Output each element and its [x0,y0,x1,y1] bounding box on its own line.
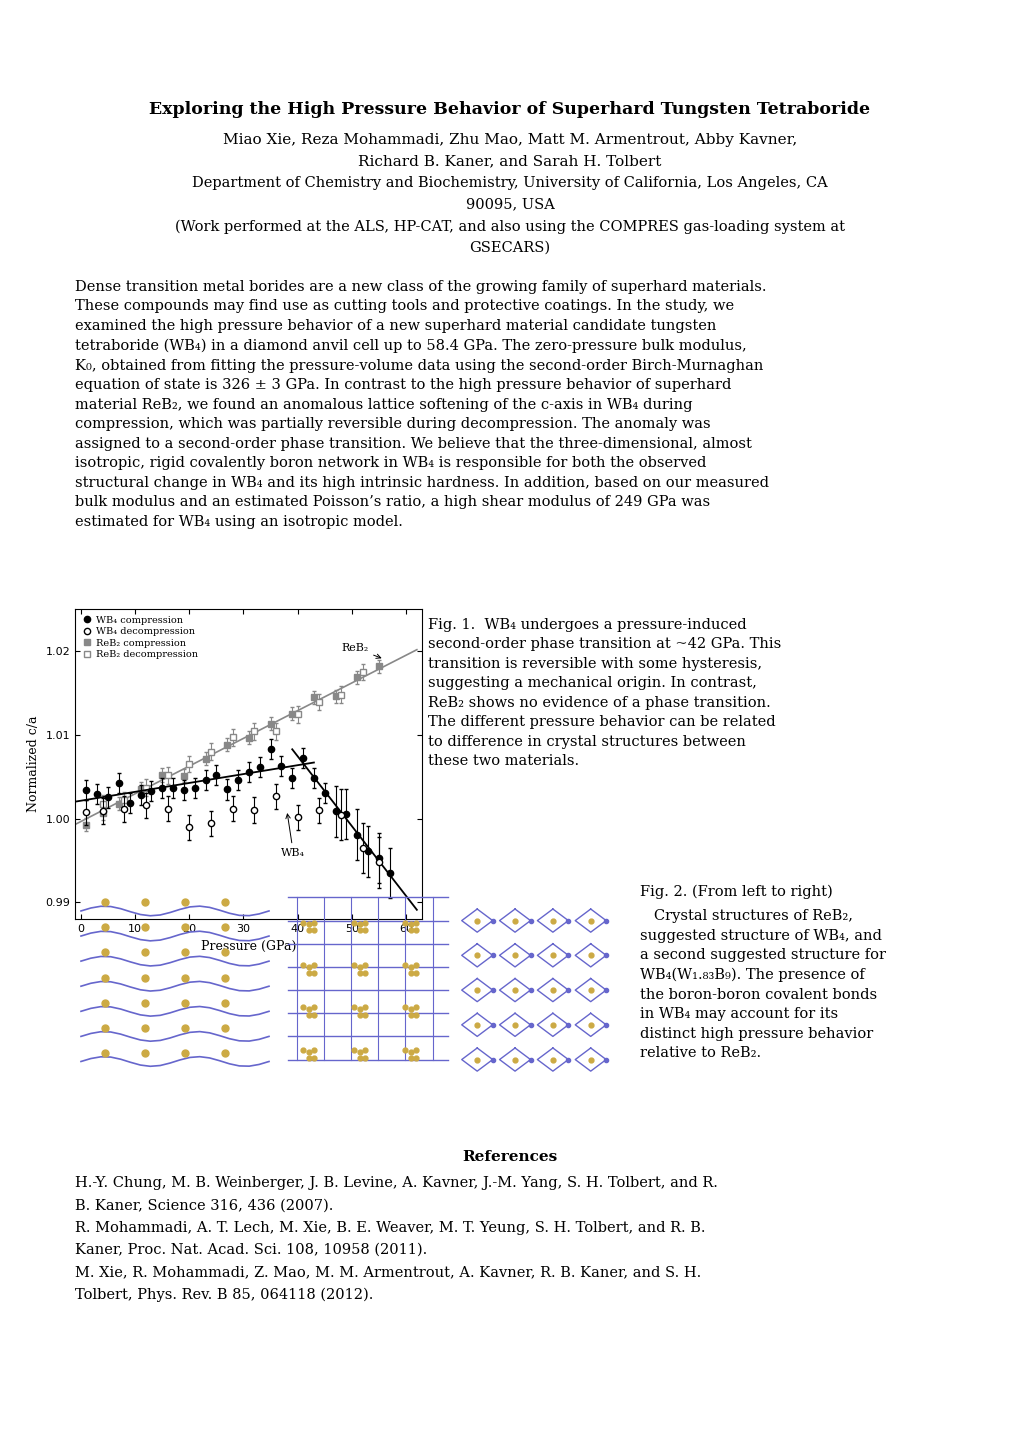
Text: Exploring the High Pressure Behavior of Superhard Tungsten Tetraboride: Exploring the High Pressure Behavior of … [150,101,869,118]
Text: M. Xie, R. Mohammadi, Z. Mao, M. M. Armentrout, A. Kavner, R. B. Kaner, and S. H: M. Xie, R. Mohammadi, Z. Mao, M. M. Arme… [75,1266,701,1280]
Text: GSECARS): GSECARS) [469,241,550,255]
Text: References: References [462,1150,557,1165]
Text: H.-Y. Chung, M. B. Weinberger, J. B. Levine, A. Kavner, J.-M. Yang, S. H. Tolber: H.-Y. Chung, M. B. Weinberger, J. B. Lev… [75,1176,717,1190]
Text: Fig. 2. (From left to right): Fig. 2. (From left to right) [639,885,832,899]
Text: Fig. 1.  WB₄ undergoes a pressure-induced
second-order phase transition at ~42 G: Fig. 1. WB₄ undergoes a pressure-induced… [428,618,781,768]
Text: Kaner, Proc. Nat. Acad. Sci. 108, 10958 (2011).: Kaner, Proc. Nat. Acad. Sci. 108, 10958 … [75,1244,427,1257]
X-axis label: Pressure (GPa): Pressure (GPa) [201,939,297,952]
Text: Dense transition metal borides are a new class of the growing family of superhar: Dense transition metal borides are a new… [75,280,768,528]
Text: Tolbert, Phys. Rev. B 85, 064118 (2012).: Tolbert, Phys. Rev. B 85, 064118 (2012). [75,1289,374,1302]
Text: B. Kaner, Science 316, 436 (2007).: B. Kaner, Science 316, 436 (2007). [75,1198,333,1212]
Text: R. Mohammadi, A. T. Lech, M. Xie, B. E. Weaver, M. T. Yeung, S. H. Tolbert, and : R. Mohammadi, A. T. Lech, M. Xie, B. E. … [75,1221,705,1235]
Text: (Work performed at the ALS, HP-CAT, and also using the COMPRES gas-loading syste: (Work performed at the ALS, HP-CAT, and … [175,219,844,234]
Text: WB₄: WB₄ [281,814,305,859]
Text: Crystal structures of ReB₂,
suggested structure of WB₄, and
a second suggested s: Crystal structures of ReB₂, suggested st… [639,909,884,1061]
Text: Miao Xie, Reza Mohammadi, Zhu Mao, Matt M. Armentrout, Abby Kavner,: Miao Xie, Reza Mohammadi, Zhu Mao, Matt … [223,133,796,147]
Text: Department of Chemistry and Biochemistry, University of California, Los Angeles,: Department of Chemistry and Biochemistry… [192,176,827,190]
Text: Richard B. Kaner, and Sarah H. Tolbert: Richard B. Kaner, and Sarah H. Tolbert [358,154,661,169]
Legend: WB₄ compression, WB₄ decompression, ReB₂ compression, ReB₂ decompression: WB₄ compression, WB₄ decompression, ReB₂… [81,613,200,661]
Text: ReB₂: ReB₂ [340,644,380,658]
Text: 90095, USA: 90095, USA [465,198,554,212]
Y-axis label: Normalized c/a: Normalized c/a [28,716,40,812]
